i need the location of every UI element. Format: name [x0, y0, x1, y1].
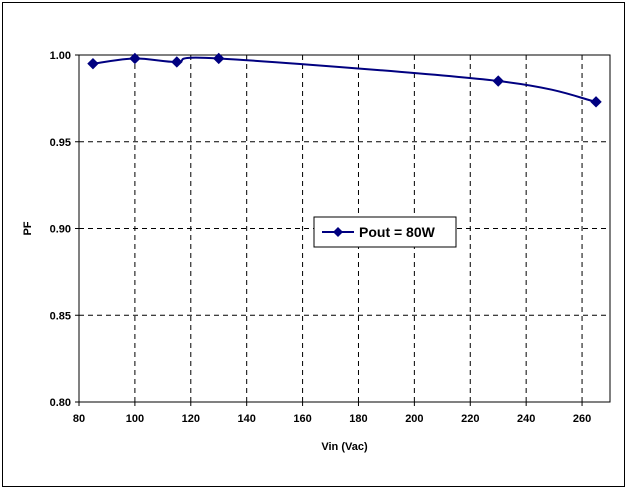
x-tick-label: 140: [238, 413, 256, 425]
x-tick-label: 100: [126, 413, 144, 425]
grid-lines: [79, 54, 610, 402]
x-tick-label: 240: [517, 413, 535, 425]
y-tick-label: 0.90: [50, 224, 71, 236]
x-tick-label: 180: [349, 413, 367, 425]
x-tick-label: 160: [293, 413, 311, 425]
legend-marker-diamond: [333, 227, 343, 237]
data-point-marker: [213, 52, 225, 65]
x-tick-label: 260: [573, 413, 591, 425]
chart-frame: 80 100 120 140 160 180 200 220 240 260 0.80 0.85 0.9…: [2, 2, 625, 487]
y-tick-label: 0.80: [50, 397, 71, 409]
data-point-marker: [492, 75, 504, 87]
y-tick-label: 0.85: [50, 310, 71, 322]
data-point-marker: [87, 57, 99, 70]
legend-label: Pout = 80W: [359, 224, 436, 240]
x-axis-title: Vin (Vac): [321, 441, 368, 453]
x-tick-label: 200: [405, 413, 423, 425]
x-tick-label: 120: [182, 413, 200, 425]
data-point-marker: [590, 96, 602, 108]
pf-vs-vin-chart: 80 100 120 140 160 180 200 220 240 260 0.80 0.85 0.9…: [22, 50, 611, 453]
x-tick-label: 220: [461, 413, 479, 425]
y-axis-title: PF: [22, 221, 34, 235]
x-tick-label: 80: [73, 413, 85, 425]
tick-labels: 80 100 120 140 160 180 200 220 240 260 0.80 0.85 0.9…: [50, 50, 592, 425]
y-tick-label: 1.00: [50, 50, 71, 62]
y-tick-label: 0.95: [50, 137, 71, 149]
data-point-marker: [129, 52, 141, 65]
legend: Pout = 80W: [313, 216, 457, 248]
data-point-marker: [171, 56, 183, 68]
series-layer: [87, 52, 602, 108]
